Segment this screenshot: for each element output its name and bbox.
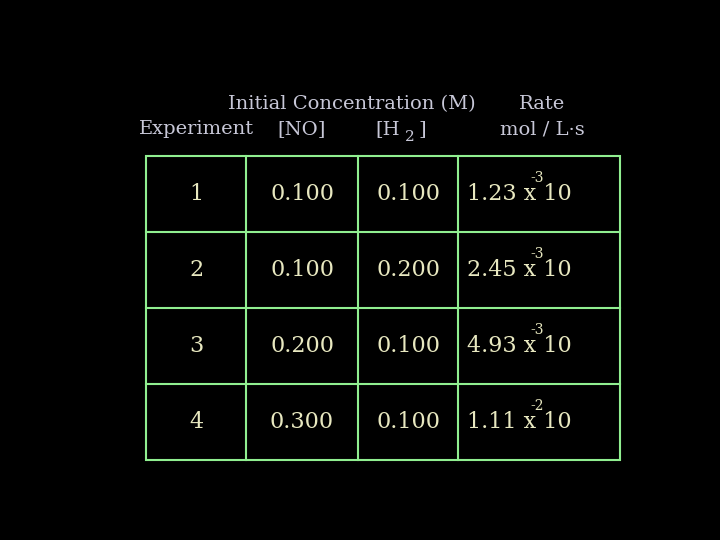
Text: 3: 3 [189,335,203,357]
Text: -3: -3 [531,171,544,185]
Text: 0.100: 0.100 [270,259,334,281]
Text: -2: -2 [531,399,544,413]
Text: [H: [H [375,120,400,138]
Text: 0.200: 0.200 [376,259,440,281]
Text: 2.45 x 10: 2.45 x 10 [467,259,571,281]
Text: 2: 2 [189,259,203,281]
Text: -3: -3 [531,323,544,337]
Text: 1.23 x 10: 1.23 x 10 [467,183,572,205]
Text: 0.300: 0.300 [270,411,334,433]
Text: [NO]: [NO] [278,120,326,138]
Text: 0.200: 0.200 [270,335,334,357]
Text: 0.100: 0.100 [270,183,334,205]
Text: 4.93 x 10: 4.93 x 10 [467,335,572,357]
Text: 0.100: 0.100 [376,411,440,433]
Text: mol / L·s: mol / L·s [500,120,585,138]
Text: Experiment: Experiment [138,120,253,138]
Text: Rate: Rate [519,95,565,113]
Text: 1.11 x 10: 1.11 x 10 [467,411,571,433]
Text: Initial Concentration (M): Initial Concentration (M) [228,95,476,113]
Text: -3: -3 [531,247,544,261]
Bar [145,156,620,460]
Text: 0.100: 0.100 [376,183,440,205]
Text: 1: 1 [189,183,203,205]
Text: 0.100: 0.100 [376,335,440,357]
Text: ]: ] [418,120,426,138]
Text: 4: 4 [189,411,203,433]
Text: 2: 2 [405,130,415,144]
